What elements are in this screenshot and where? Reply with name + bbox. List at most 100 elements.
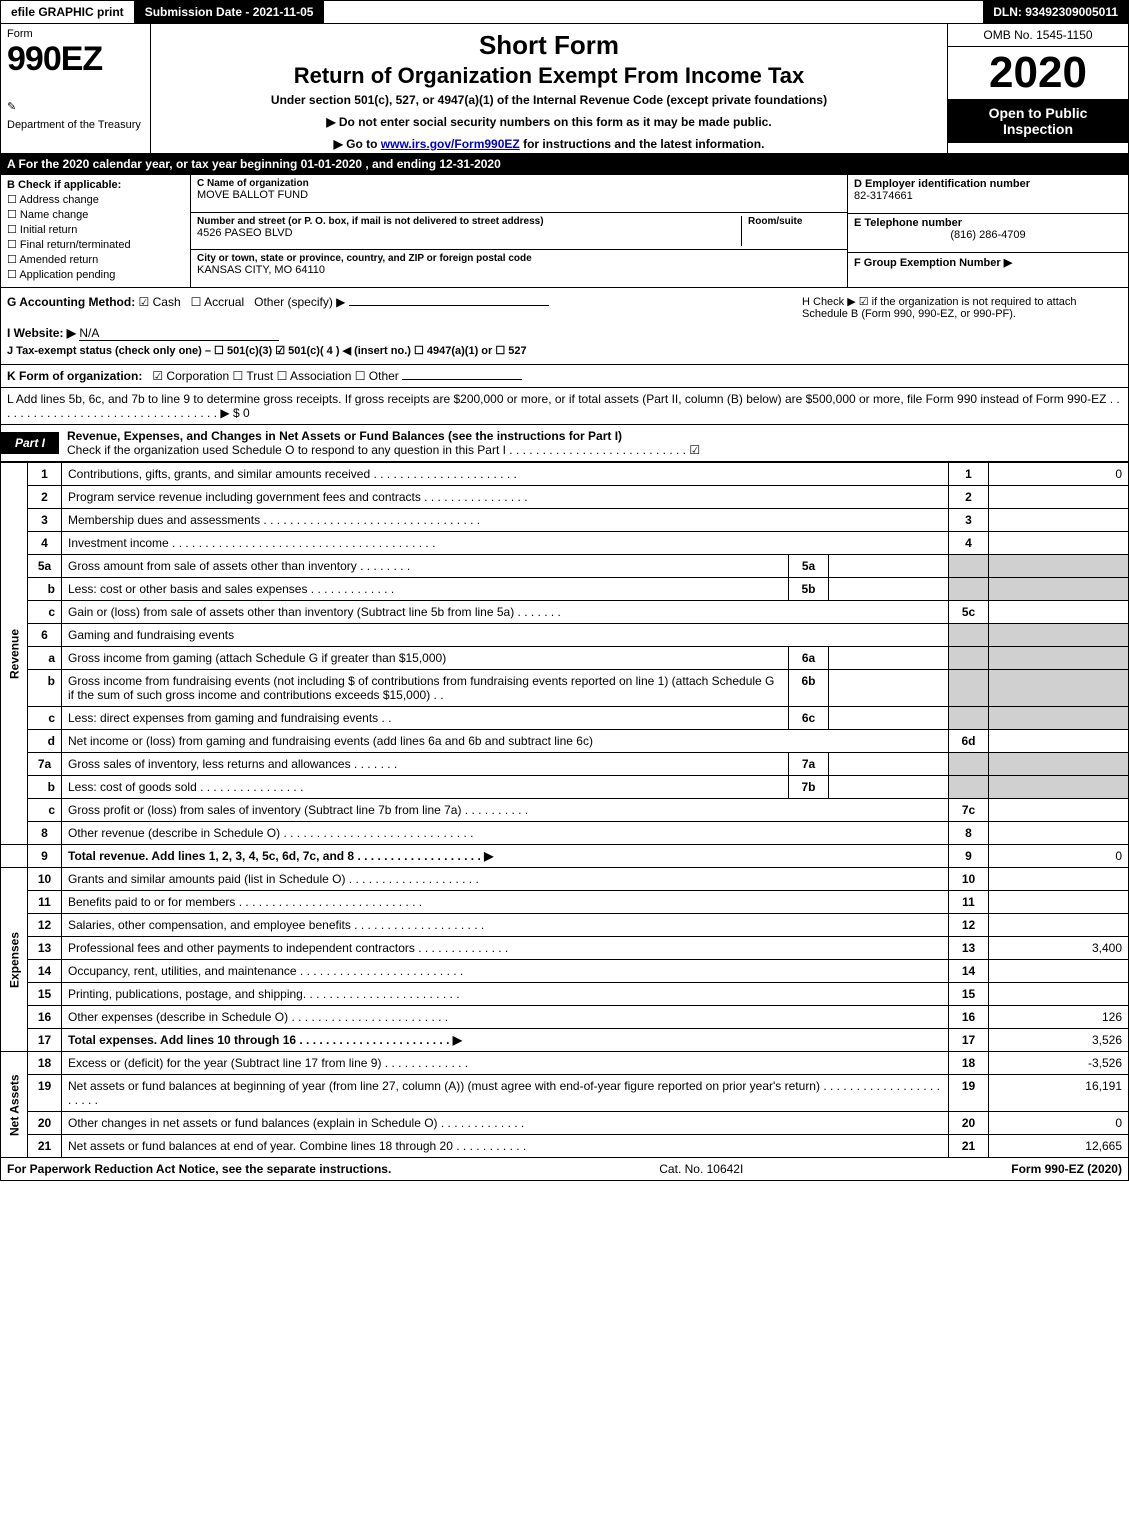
shade <box>949 753 989 776</box>
table-row: b Less: cost of goods sold . . . . . . .… <box>1 776 1129 799</box>
org-name-row: C Name of organization MOVE BALLOT FUND <box>191 175 847 213</box>
table-row: 21 Net assets or fund balances at end of… <box>1 1135 1129 1158</box>
boxnum: 13 <box>949 937 989 960</box>
info-section: B Check if applicable: Address change Na… <box>0 175 1129 288</box>
amount <box>989 891 1129 914</box>
l-text: L Add lines 5b, 6c, and 7b to line 9 to … <box>7 392 1120 420</box>
k-other-input[interactable] <box>402 379 522 380</box>
table-row: 14 Occupancy, rent, utilities, and maint… <box>1 960 1129 983</box>
city-row: City or town, state or province, country… <box>191 250 847 287</box>
rownum: 3 <box>28 509 62 532</box>
subamt <box>829 753 949 776</box>
boxnum: 16 <box>949 1006 989 1029</box>
rownum: 13 <box>28 937 62 960</box>
section-b-title: B Check if applicable: <box>7 179 121 191</box>
g-cash[interactable]: Cash <box>139 295 181 309</box>
header-mid: Short Form Return of Organization Exempt… <box>151 24 948 153</box>
table-row: a Gross income from gaming (attach Sched… <box>1 647 1129 670</box>
chk-initial-return[interactable]: Initial return <box>7 223 184 236</box>
desc: Gain or (loss) from sale of assets other… <box>62 601 949 624</box>
desc: Membership dues and assessments . . . . … <box>62 509 949 532</box>
g-other-input[interactable] <box>349 305 549 306</box>
amount: 12,665 <box>989 1135 1129 1158</box>
shade <box>989 753 1129 776</box>
desc: Gross income from fundraising events (no… <box>62 670 789 707</box>
table-row: Net Assets 18 Excess or (deficit) for th… <box>1 1052 1129 1075</box>
amount <box>989 730 1129 753</box>
rownum: c <box>28 707 62 730</box>
table-row: 6 Gaming and fundraising events <box>1 624 1129 647</box>
table-row: 7a Gross sales of inventory, less return… <box>1 753 1129 776</box>
rownum: 4 <box>28 532 62 555</box>
efile-print-button[interactable]: efile GRAPHIC print <box>1 1 135 23</box>
chk-application-pending[interactable]: Application pending <box>7 268 184 281</box>
subbox: 7b <box>789 776 829 799</box>
desc: Gross sales of inventory, less returns a… <box>62 753 789 776</box>
shade <box>949 707 989 730</box>
page-footer: For Paperwork Reduction Act Notice, see … <box>0 1158 1129 1181</box>
boxnum: 21 <box>949 1135 989 1158</box>
desc: Benefits paid to or for members . . . . … <box>62 891 949 914</box>
boxnum: 6d <box>949 730 989 753</box>
subbox: 5a <box>789 555 829 578</box>
shade <box>989 776 1129 799</box>
rownum: 1 <box>28 463 62 486</box>
header-left: Form 990EZ ✎ Department of the Treasury <box>1 24 151 153</box>
section-def: D Employer identification number 82-3174… <box>848 175 1128 287</box>
rownum: c <box>28 799 62 822</box>
chk-address-change[interactable]: Address change <box>7 193 184 206</box>
goto-prefix: ▶ Go to <box>334 137 381 151</box>
g-other: Other (specify) ▶ <box>254 295 345 309</box>
chk-name-change[interactable]: Name change <box>7 208 184 221</box>
subamt <box>829 670 949 707</box>
table-row: 13 Professional fees and other payments … <box>1 937 1129 960</box>
boxnum: 3 <box>949 509 989 532</box>
chk-amended-return[interactable]: Amended return <box>7 253 184 266</box>
part1-desc: Revenue, Expenses, and Changes in Net As… <box>59 425 1128 461</box>
subamt <box>829 555 949 578</box>
boxnum: 18 <box>949 1052 989 1075</box>
table-row: 16 Other expenses (describe in Schedule … <box>1 1006 1129 1029</box>
header-right: OMB No. 1545-1150 2020 Open to Public In… <box>948 24 1128 153</box>
group-label: F Group Exemption Number ▶ <box>854 257 1012 269</box>
subbox: 6c <box>789 707 829 730</box>
g-label: G Accounting Method: <box>7 295 135 309</box>
amount: 3,526 <box>989 1029 1129 1052</box>
rownum: 10 <box>28 868 62 891</box>
dln-label: DLN: 93492309005011 <box>983 1 1128 23</box>
i-label: I Website: ▶ <box>7 326 76 340</box>
section-c: C Name of organization MOVE BALLOT FUND … <box>191 175 848 287</box>
table-row: d Net income or (loss) from gaming and f… <box>1 730 1129 753</box>
tax-period-bar: A For the 2020 calendar year, or tax yea… <box>0 154 1129 175</box>
subbox: 7a <box>789 753 829 776</box>
g-accrual[interactable]: Accrual <box>191 295 244 309</box>
rownum: b <box>28 670 62 707</box>
table-row: c Gross profit or (loss) from sales of i… <box>1 799 1129 822</box>
omb-number: OMB No. 1545-1150 <box>948 24 1128 47</box>
boxnum: 14 <box>949 960 989 983</box>
inspection: Inspection <box>952 121 1124 137</box>
boxnum: 17 <box>949 1029 989 1052</box>
irs-link[interactable]: www.irs.gov/Form990EZ <box>381 137 520 151</box>
desc: Gross amount from sale of assets other t… <box>62 555 789 578</box>
amount: 0 <box>989 1112 1129 1135</box>
desc: Gaming and fundraising events <box>62 624 949 647</box>
tel-label: E Telephone number <box>854 217 962 229</box>
boxnum: 1 <box>949 463 989 486</box>
table-row: 4 Investment income . . . . . . . . . . … <box>1 532 1129 555</box>
rownum: 5a <box>28 555 62 578</box>
amount: 126 <box>989 1006 1129 1029</box>
table-row: c Less: direct expenses from gaming and … <box>1 707 1129 730</box>
k-prefix: K Form of organization: <box>7 369 142 383</box>
amount: 3,400 <box>989 937 1129 960</box>
shade <box>989 624 1129 647</box>
chk-final-return[interactable]: Final return/terminated <box>7 238 184 251</box>
amount <box>989 799 1129 822</box>
j-text: J Tax-exempt status (check only one) – ☐… <box>7 345 527 357</box>
side-expenses: Expenses <box>1 868 28 1052</box>
part1-tag: Part I <box>1 432 59 454</box>
part1-desc-text: Revenue, Expenses, and Changes in Net As… <box>67 429 622 443</box>
desc: Gross profit or (loss) from sales of inv… <box>62 799 949 822</box>
desc: Less: cost of goods sold . . . . . . . .… <box>62 776 789 799</box>
amount: 16,191 <box>989 1075 1129 1112</box>
